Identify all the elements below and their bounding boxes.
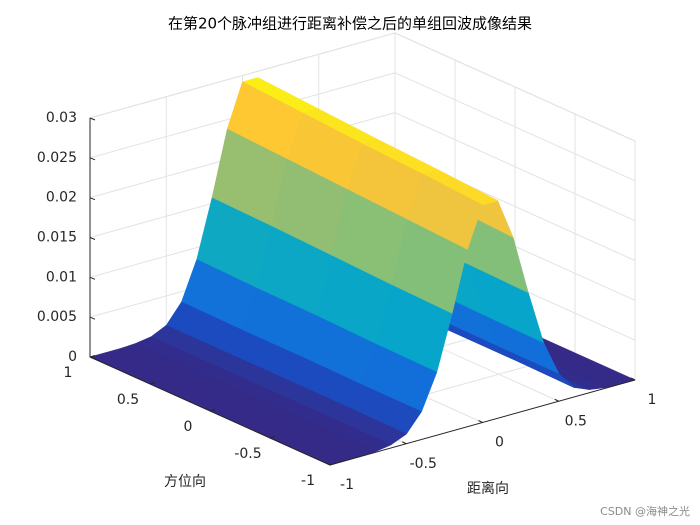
x-tick-label: 0 [495, 435, 504, 451]
x-axis-label: 距离向 [467, 480, 509, 497]
grid-line [394, 72, 636, 182]
z-tick [89, 356, 96, 360]
grid-line [89, 32, 396, 119]
y-tick-label: 1 [64, 365, 73, 381]
grid-line [394, 112, 636, 222]
z-tick [89, 197, 96, 201]
x-tick [325, 462, 331, 466]
y-tick-label: 0 [184, 419, 193, 435]
z-tick [89, 157, 96, 161]
z-tick-label: 0.03 [46, 110, 77, 126]
z-tick-label: 0.02 [46, 190, 77, 206]
y-tick [209, 409, 216, 412]
z-tick-label: 0.025 [37, 150, 77, 166]
x-tick-label: -0.5 [410, 456, 437, 472]
axes-lines: 0 0.005 0.01 0.015 0.02 0.025 0.03 -1 -0.5 0 0.5 1 -… [37, 110, 657, 493]
x-tick [554, 398, 559, 402]
x-tick-label: 1 [648, 392, 657, 408]
x-tick-label: 0.5 [565, 413, 587, 429]
y-tick-label: 0.5 [117, 392, 139, 408]
x-tick [630, 377, 636, 381]
z-tick-label: 0.005 [37, 309, 77, 325]
y-tick-label: -1 [301, 473, 315, 489]
y-tick [269, 436, 276, 439]
z-tick [89, 237, 96, 240]
x-tick [402, 441, 407, 445]
y-tick-label: -0.5 [234, 446, 261, 462]
y-axis-label: 方位向 [164, 474, 206, 490]
y-tick [329, 463, 336, 466]
z-tick-label: 0 [68, 349, 77, 365]
y-tick [149, 382, 156, 385]
x-tick [478, 420, 483, 423]
y-tick [89, 355, 96, 358]
z-tick [89, 117, 96, 121]
grid-line [394, 32, 636, 142]
surface [89, 77, 636, 466]
chart-title: 在第20个脉冲组进行距离补偿之后的单组回波成像结果 [168, 15, 532, 33]
z-tick [89, 276, 96, 280]
z-tick [89, 316, 96, 320]
z-tick-label: 0.01 [46, 269, 77, 285]
x-tick-label: -1 [340, 477, 354, 493]
watermark: CSDN @海神之光 [600, 504, 690, 518]
z-tick-label: 0.015 [37, 230, 77, 246]
